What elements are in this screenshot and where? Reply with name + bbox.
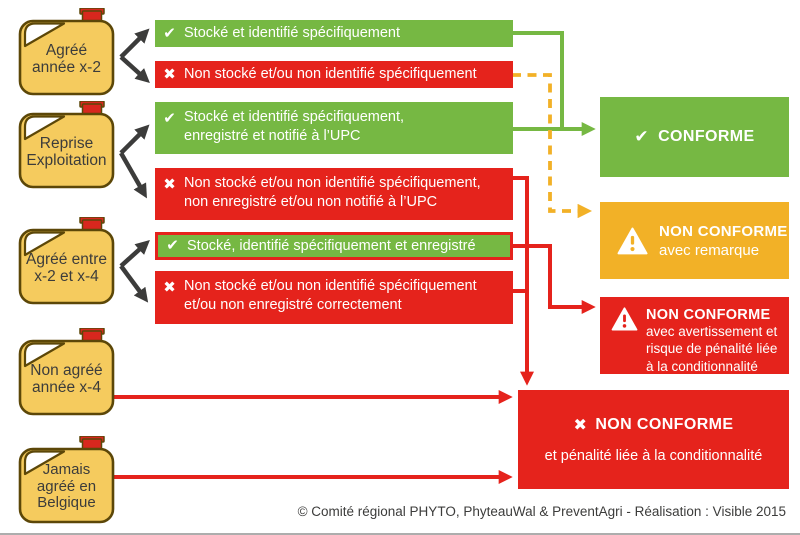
check-icon: ✔ — [163, 110, 176, 127]
check-icon: ✔ — [163, 24, 176, 42]
outcome-title: NON CONFORME — [659, 222, 788, 240]
jerrycan-label: Agréé entre x-2 et x-4 — [26, 250, 107, 285]
branch-arrows — [119, 28, 150, 303]
jerrycan-jamais-agree-belgique: Jamais agréé en Belgique — [18, 436, 115, 524]
condition-stocke-identifie: ✔ Stocké et identifié spécifiquement — [155, 20, 513, 47]
cross-icon: ✖ — [163, 65, 176, 83]
condition-stocke-enregistre-notifie: ✔ Stocké et identifié spécifiquement, en… — [155, 102, 513, 154]
jerrycan-agree-x2: Agréé année x-2 — [18, 8, 115, 96]
check-icon: ✔ — [634, 127, 650, 146]
check-icon: ✔ — [166, 237, 179, 255]
amber-dashed-route — [512, 73, 593, 219]
outcome-non-conforme-penalite: ✖ NON CONFORME et pénalité liée à la con… — [518, 390, 789, 489]
outcome-subtitle: et pénalité liée à la conditionnalité — [544, 448, 763, 464]
copyright-credit: © Comité régional PHYTO, PhyteauWal & Pr… — [297, 504, 786, 519]
cross-icon: ✖ — [163, 279, 176, 296]
outcome-title: CONFORME — [658, 128, 755, 145]
jerrycan-non-agree-x4: Non agréé année x-4 — [18, 328, 115, 416]
jerrycan-reprise-exploitation: Reprise Exploitation — [18, 101, 115, 189]
outcome-title: NON CONFORME — [595, 416, 734, 433]
jerrycan-icon — [18, 217, 115, 305]
jerrycan-icon — [18, 8, 115, 96]
cross-icon: ✖ — [163, 176, 176, 193]
outcome-title: NON CONFORME — [646, 307, 771, 323]
condition-non-stocke-non-identifie: ✖ Non stocké et/ou non identifié spécifi… — [155, 61, 513, 88]
jerrycan-icon — [18, 101, 115, 189]
bottom-divider — [0, 533, 800, 535]
jerrycan-label: Reprise Exploitation — [26, 134, 107, 169]
jerrycan-icon — [18, 436, 115, 524]
jerrycan-agree-x2-x4: Agréé entre x-2 et x-4 — [18, 217, 115, 305]
red-routes — [114, 176, 596, 484]
jerrycan-label: Agréé année x-2 — [32, 41, 101, 76]
cross-icon: ✖ — [573, 417, 588, 434]
condition-stocke-identifie-enregistre: ✔ Stocké, identifié spécifiquement et en… — [155, 232, 513, 260]
outcome-non-conforme-avertissement: NON CONFORME avec avertissement et risqu… — [600, 297, 789, 374]
warning-icon — [617, 227, 648, 254]
green-routes — [510, 31, 596, 136]
jerrycan-icon — [18, 328, 115, 416]
warning-icon — [611, 307, 638, 331]
condition-non-stocke-non-notifie: ✖ Non stocké et/ou non identifié spécifi… — [155, 168, 513, 220]
outcome-non-conforme-remarque: NON CONFORME avec remarque — [600, 202, 789, 279]
condition-non-enregistre-correctement: ✖ Non stocké et/ou non identifié spécifi… — [155, 271, 513, 324]
jerrycan-label: Non agréé année x-4 — [30, 361, 103, 396]
outcome-conforme: ✔ CONFORME — [600, 97, 789, 177]
outcome-subtitle: avec remarque — [659, 241, 760, 259]
jerrycan-label: Jamais agréé en Belgique — [36, 460, 97, 512]
